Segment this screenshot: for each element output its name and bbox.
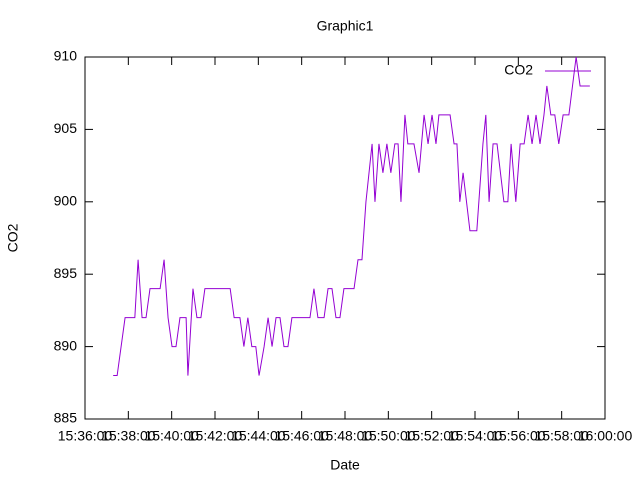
x-tick-label: 15:44:00: [231, 428, 286, 444]
x-tick-label: 15:40:00: [144, 428, 199, 444]
x-tick-label: 15:48:00: [318, 428, 373, 444]
y-tick-label: 900: [54, 193, 78, 209]
y-tick-label: 885: [54, 410, 78, 426]
x-tick-label: 15:36:00: [58, 428, 113, 444]
x-tick-label: 15:54:00: [448, 428, 503, 444]
chart-title: Graphic1: [317, 18, 374, 34]
y-tick-label: 910: [54, 48, 78, 64]
x-tick-label: 15:46:00: [274, 428, 329, 444]
y-axis-label: CO2: [5, 223, 21, 252]
x-tick-label: 15:50:00: [361, 428, 416, 444]
y-tick-label: 905: [54, 120, 78, 136]
x-axis-label: Date: [330, 457, 360, 473]
x-tick-label: 15:42:00: [188, 428, 243, 444]
x-tick-label: 15:52:00: [404, 428, 459, 444]
x-tick-label: 15:38:00: [101, 428, 156, 444]
y-tick-label: 895: [54, 265, 78, 281]
x-tick-label: 15:58:00: [534, 428, 589, 444]
data-line: [113, 56, 590, 377]
x-tick-label: 15:56:00: [491, 428, 546, 444]
plot-border: [84, 56, 606, 420]
y-tick-label: 890: [54, 337, 78, 353]
x-tick-label: 16:00:00: [578, 428, 633, 444]
legend-label: CO2: [504, 62, 533, 78]
